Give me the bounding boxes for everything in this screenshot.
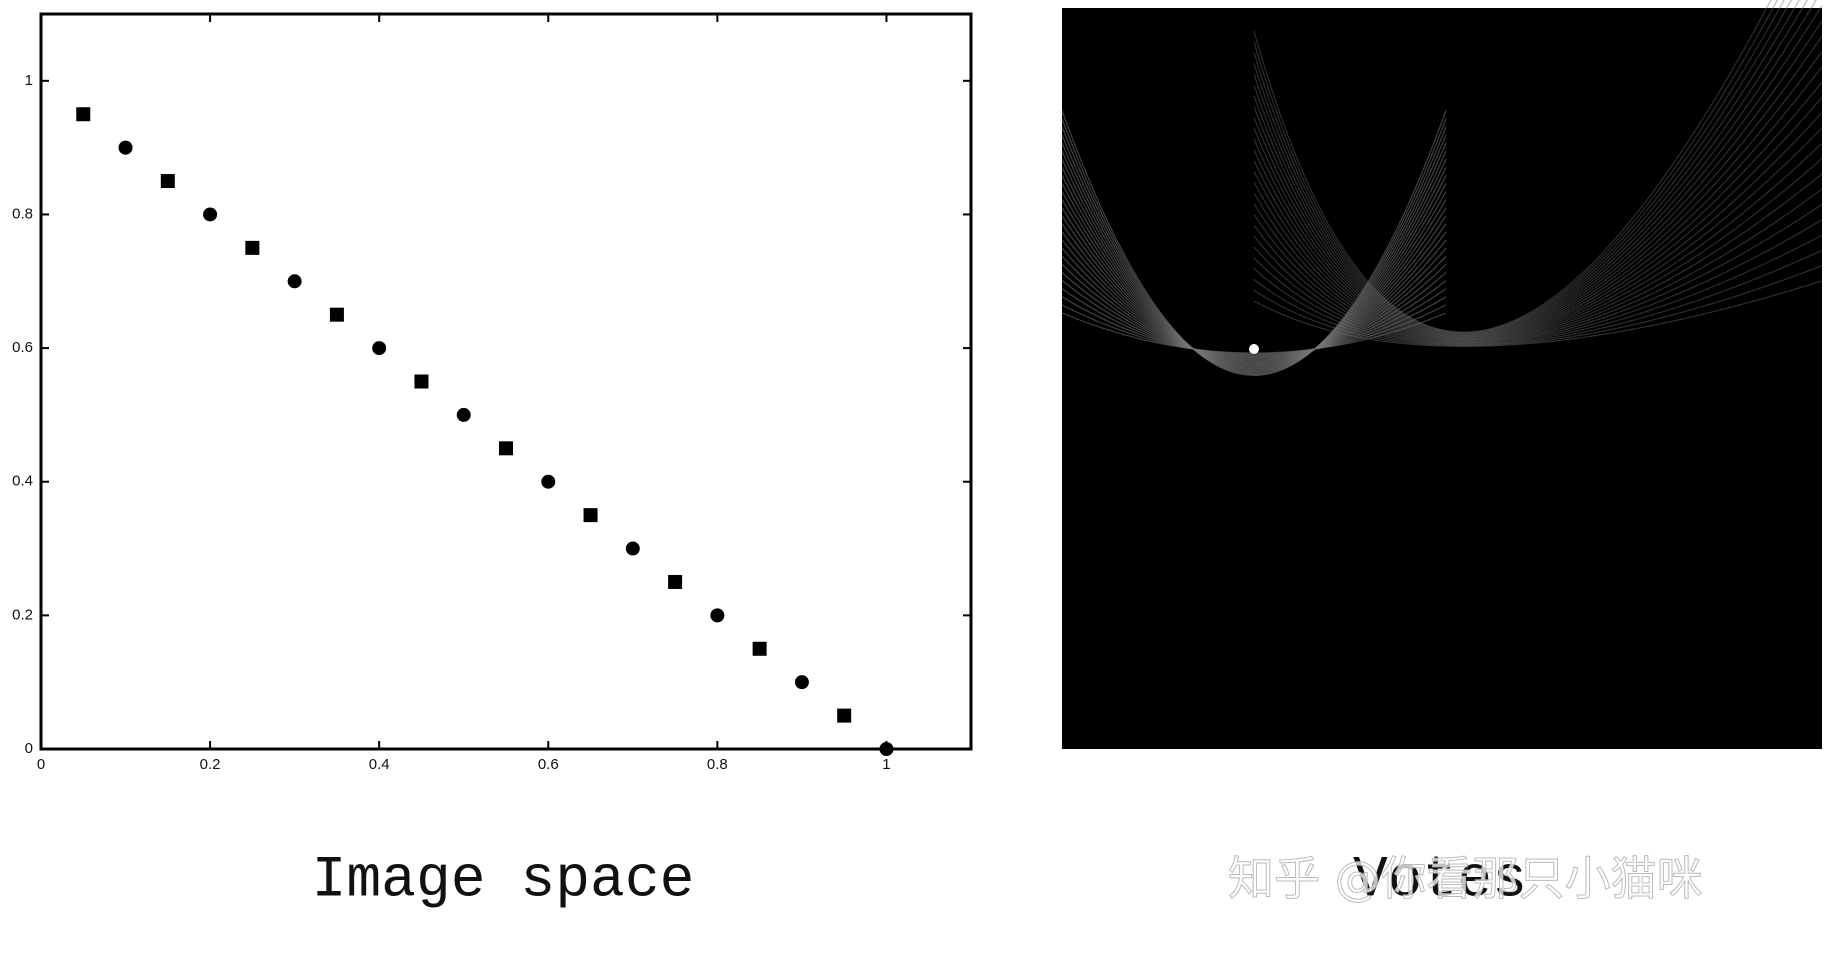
vote-curve — [1061, 134, 1447, 374]
vote-curve — [1061, 215, 1447, 365]
vote-curve — [1253, 265, 1823, 347]
vote-curve — [1061, 223, 1447, 364]
vote-curve — [1253, 188, 1823, 344]
point — [541, 474, 556, 489]
vote-curve — [1061, 199, 1447, 367]
vote-curve — [1061, 110, 1447, 377]
point — [372, 341, 387, 356]
point — [414, 374, 429, 389]
point — [583, 508, 598, 523]
vote-curve — [1253, 20, 1823, 338]
point — [794, 675, 809, 690]
y-tick-label: 0.8 — [12, 205, 33, 222]
y-tick-label: 0 — [25, 740, 33, 757]
vote-curve — [1253, 234, 1823, 346]
point — [287, 274, 302, 289]
vote-curve — [1061, 191, 1447, 368]
vote-curve — [1253, 97, 1823, 341]
vote-curve — [1061, 150, 1447, 372]
vote-curves — [1061, 0, 1823, 377]
vote-curve — [1061, 272, 1447, 359]
point — [118, 140, 133, 155]
axes-frame — [39, 12, 973, 751]
vote-curve — [1253, 204, 1823, 345]
vote-curve — [1253, 173, 1823, 343]
point — [76, 107, 91, 122]
vote-peak — [1249, 344, 1259, 354]
point — [879, 742, 894, 756]
votes-image — [1062, 8, 1822, 749]
point — [668, 574, 683, 589]
vote-curve — [1253, 66, 1823, 340]
vote-curve — [1253, 280, 1823, 348]
vote-curve — [1061, 231, 1447, 363]
vote-curve — [1253, 219, 1823, 345]
y-tick-label: 0.6 — [12, 339, 33, 356]
right-caption: Votes — [1353, 848, 1527, 913]
vote-curve — [1253, 0, 1793, 335]
point — [245, 240, 260, 255]
y-tick-label: 0.4 — [12, 473, 33, 490]
point — [499, 441, 513, 456]
vote-curve — [1061, 126, 1447, 375]
vote-curve — [1061, 239, 1447, 362]
vote-curve — [1061, 263, 1447, 359]
x-tick-label: 0.8 — [707, 756, 728, 773]
x-tick-label: 0.2 — [200, 756, 221, 773]
x-tick-label: 0 — [37, 756, 45, 773]
vote-curve — [1253, 35, 1823, 338]
vote-curve — [1061, 288, 1447, 357]
vote-curve — [1061, 142, 1447, 373]
y-tick-label: 1 — [25, 72, 33, 89]
x-tick-label: 0.6 — [538, 756, 559, 773]
point — [203, 207, 218, 222]
point — [837, 708, 852, 723]
vote-curve — [1253, 0, 1800, 335]
vote-curve — [1061, 296, 1447, 356]
vote-curve — [1253, 81, 1823, 340]
vote-curve — [1061, 280, 1447, 358]
vote-curve — [1253, 0, 1817, 337]
vote-curve — [1061, 118, 1447, 376]
point — [329, 307, 344, 322]
vote-curve — [1253, 5, 1823, 337]
vote-curve — [1253, 0, 1778, 334]
vote-curve — [1061, 183, 1447, 368]
vote-curve — [1253, 127, 1823, 342]
vote-curve — [1253, 0, 1772, 333]
point — [625, 541, 640, 556]
point — [752, 641, 767, 656]
vote-curve — [1061, 255, 1447, 360]
watermark: 知乎 @你看那只小猫咪 — [1228, 852, 1703, 906]
vote-curve — [1253, 158, 1823, 343]
point — [456, 407, 471, 422]
vote-curve — [1253, 249, 1823, 346]
vote-curve — [1253, 0, 1785, 334]
vote-curve — [1253, 112, 1823, 341]
vote-curve — [1061, 158, 1447, 371]
vote-curve — [1253, 51, 1823, 339]
vote-curve — [1061, 175, 1447, 369]
y-tick-label: 0.2 — [12, 606, 33, 623]
left-caption: Image space — [312, 848, 695, 913]
x-tick-label: 1 — [882, 756, 890, 773]
vote-curve — [1061, 166, 1447, 370]
point — [160, 174, 175, 189]
vote-curve — [1061, 207, 1447, 366]
vote-curve — [1061, 247, 1447, 361]
vote-curve — [1253, 142, 1823, 342]
point — [710, 608, 725, 623]
x-tick-label: 0.4 — [369, 756, 390, 773]
vote-curve — [1253, 0, 1808, 336]
